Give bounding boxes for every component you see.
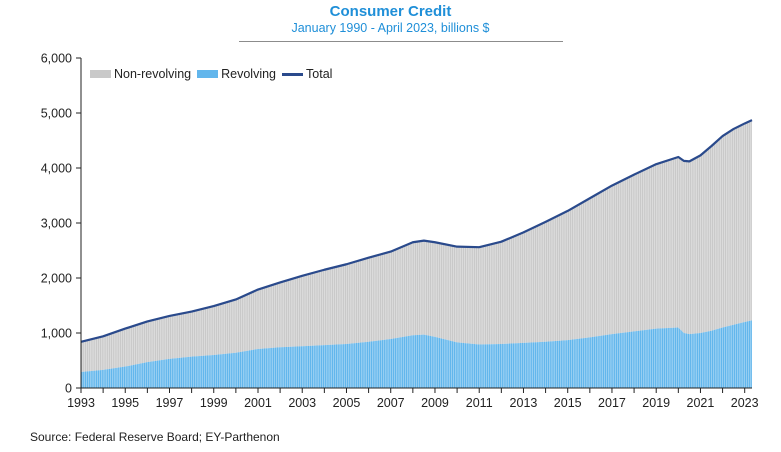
x-tick-label: 1997	[156, 396, 184, 410]
x-tick-label: 2023	[731, 396, 759, 410]
legend: Non-revolving Revolving Total	[90, 67, 338, 81]
x-tick-label: 1993	[67, 396, 95, 410]
chart-title: Consumer Credit	[329, 3, 452, 20]
y-tick-label: 2,000	[41, 272, 72, 286]
y-tick-label: 4,000	[41, 162, 72, 176]
x-tick-label: 2005	[333, 396, 361, 410]
title-divider	[239, 41, 563, 42]
chart-subtitle: January 1990 - April 2023, billions $	[291, 21, 490, 35]
x-tick-label: 2011	[466, 396, 493, 410]
y-tick-label: 3,000	[41, 217, 72, 231]
y-tick-label: 5,000	[41, 107, 72, 121]
legend-swatch-non-revolving	[90, 70, 111, 78]
legend-item-non-revolving: Non-revolving	[90, 67, 191, 81]
legend-item-revolving: Revolving	[197, 67, 276, 81]
legend-item-total: Total	[282, 67, 332, 81]
legend-swatch-total	[282, 72, 304, 76]
total-line	[80, 119, 753, 343]
x-tick-label: 1999	[200, 396, 228, 410]
legend-swatch-revolving	[197, 70, 219, 78]
x-tick-label: 2015	[554, 396, 582, 410]
y-tick-label: 1,000	[41, 327, 72, 341]
legend-label-non-revolving: Non-revolving	[114, 67, 192, 81]
stripe-layer	[80, 120, 753, 388]
x-tick-label: 1995	[111, 396, 139, 410]
line-layer	[80, 119, 753, 343]
x-tick-label: 2003	[288, 396, 316, 410]
x-tick-label: 2021	[687, 396, 715, 410]
x-tick-label: 2019	[642, 396, 670, 410]
x-tick-label: 2017	[598, 396, 626, 410]
y-tick-label: 6,000	[41, 52, 72, 66]
x-tick-label: 2001	[244, 396, 272, 410]
legend-label-revolving: Revolving	[221, 67, 277, 81]
y-tick-label: 0	[65, 382, 72, 396]
axis-layer: 0 1,000 2,000 3,000 4,000 5,000 6,000 1993 1995 1…	[41, 52, 759, 411]
legend-label-total: Total	[306, 67, 333, 81]
source-note: Source: Federal Reserve Board; EY-Parthe…	[30, 430, 280, 444]
x-tick-label: 2009	[421, 396, 449, 410]
x-tick-label: 2013	[510, 396, 538, 410]
x-tick-label: 2007	[377, 396, 405, 410]
